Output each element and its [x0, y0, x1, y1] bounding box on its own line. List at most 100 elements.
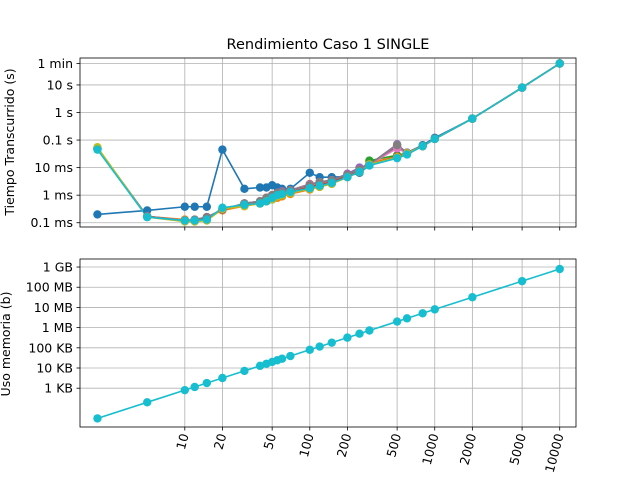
top-plot-area: 0.1 ms 1 ms 10 ms 0.1 s 1 s 10 s 1 min	[30, 56, 577, 231]
x-tick-label: 10000	[542, 432, 567, 474]
bottom-y-tick-label: 1 GB	[43, 260, 73, 275]
top-series-10-point	[286, 187, 295, 197]
bottom-series-1-point	[343, 333, 352, 342]
bottom-series-1-point	[315, 342, 324, 351]
top-series-10-point	[365, 161, 374, 170]
top-series-8-point	[392, 141, 402, 150]
top-series-1-point	[305, 168, 314, 177]
bottom-y-tick-label: 1 KB	[44, 381, 73, 396]
top-series-1-point	[240, 184, 249, 194]
top-series-line-6	[96, 62, 561, 222]
bottom-series-1-point	[468, 293, 477, 302]
bottom-y-tick-label: 1 MB	[42, 320, 73, 335]
top-series-line-8	[96, 62, 561, 222]
bottom-series-1-point	[286, 351, 295, 361]
x-tick-label: 50	[260, 432, 279, 451]
top-plot-frame	[79, 57, 577, 228]
x-tick-label: 20	[211, 432, 230, 451]
top-series-line-4	[96, 62, 561, 222]
bottom-series-1-point	[418, 309, 427, 318]
top-y-tick-label: 0.1 ms	[30, 215, 73, 230]
top-series-line-7	[96, 62, 561, 222]
top-series-1-point	[180, 202, 190, 211]
top-series-10-point	[517, 83, 527, 92]
top-series-10-point	[190, 216, 199, 225]
top-series-10-point	[402, 150, 412, 159]
bottom-series-1-point	[402, 314, 412, 323]
bottom-plot-area: 1 KB 10 KB 100 KB 1 MB 10 MB 100 MB 1 GB 10 20 50…	[26, 258, 577, 474]
top-series-line-1	[97, 62, 561, 216]
bottom-series-1-point	[93, 414, 102, 423]
top-y-tick-label: 0.1 s	[43, 133, 73, 148]
top-series-line-5	[96, 62, 561, 222]
bottom-series-1-point	[218, 373, 227, 383]
bottom-series-1-point	[517, 276, 527, 286]
bottom-series-1-point	[240, 366, 249, 376]
bottom-y-tick-label: 100 MB	[26, 280, 73, 295]
top-series-10-point	[255, 199, 265, 208]
x-tick-label: 5000	[506, 432, 529, 467]
top-series-10-point	[355, 167, 364, 177]
chart-title: Rendimiento Caso 1 SINGLE	[227, 37, 430, 53]
top-series-line-10	[96, 62, 561, 222]
bottom-series-1-point	[190, 382, 199, 392]
top-series-10-point	[343, 172, 352, 182]
bottom-series-1-point	[365, 326, 374, 335]
top-series-10-point	[218, 203, 227, 212]
top-y-tick-label: 1 min	[38, 56, 74, 71]
top-y-tick-label: 10 s	[47, 77, 73, 92]
top-series-10-point	[93, 145, 102, 154]
top-series-line-3	[96, 62, 561, 222]
bottom-series-1-point	[202, 378, 212, 388]
top-series-10-point	[180, 216, 190, 225]
top-y-tick-label: 10 ms	[34, 160, 73, 175]
x-tick-label: 10	[173, 432, 192, 451]
bottom-series-group	[93, 264, 564, 423]
bottom-y-tick-label: 100 KB	[28, 340, 73, 355]
top-series-line-2	[96, 62, 561, 222]
top-series-1-point	[218, 145, 227, 154]
top-series-group	[93, 59, 564, 226]
top-series-10-point	[277, 189, 287, 199]
top-y-tick-label: 1 ms	[42, 188, 73, 203]
top-series-10-point	[142, 212, 152, 222]
bottom-series-1-point	[355, 329, 364, 338]
bottom-series-1-point	[392, 317, 402, 326]
bottom-y-tick-label: 10 KB	[36, 361, 73, 376]
top-series-10-point	[392, 153, 402, 163]
bottom-series-1-point	[180, 385, 190, 395]
top-y-tick-label: 1 s	[55, 105, 73, 120]
top-series-1-point	[142, 206, 152, 215]
bottom-series-1-point	[255, 361, 265, 371]
top-series-10-point	[202, 215, 212, 224]
top-series-10-point	[327, 178, 336, 188]
bottom-series-1-point	[277, 354, 287, 363]
bottom-series-1-point	[305, 345, 314, 354]
x-tick-label: 500	[383, 432, 404, 459]
x-tick-label: 200	[334, 432, 355, 459]
x-tick-label: 100	[296, 432, 317, 459]
top-series-10-point	[468, 114, 477, 123]
bottom-y-tick-label: 10 MB	[34, 300, 73, 315]
bottom-series-1-point	[555, 264, 564, 274]
bottom-series-1-point	[430, 305, 439, 314]
bottom-plot-frame	[79, 258, 577, 428]
top-series-10-point	[430, 134, 439, 144]
top-series-10-point	[240, 200, 249, 209]
top-series-1-point	[190, 202, 199, 211]
bottom-series-1-point	[327, 338, 336, 347]
y-axis-label-bottom: Uso memoria (b)	[0, 292, 13, 397]
top-series-10-point	[555, 59, 564, 68]
top-series-1-point	[93, 210, 102, 219]
top-series-10-point	[315, 181, 324, 190]
bottom-series-1-point	[142, 398, 152, 407]
top-series-line-9	[96, 62, 561, 223]
top-series-1-point	[202, 202, 212, 211]
top-series-10-point	[305, 183, 314, 193]
x-tick-label: 1000	[419, 432, 442, 467]
y-axis-label-top: Tiempo Transcurrido (s)	[2, 68, 17, 216]
x-tick-label: 2000	[457, 432, 480, 467]
top-series-10-point	[418, 141, 427, 151]
top-series-1-point	[255, 183, 265, 192]
